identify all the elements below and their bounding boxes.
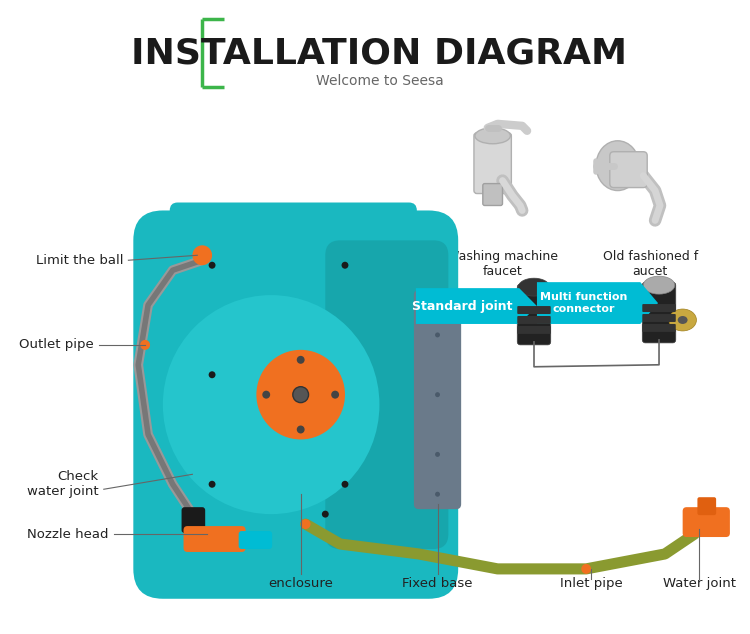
Text: Limit the ball: Limit the ball [36, 254, 124, 267]
Text: INSTALLATION DIAGRAM: INSTALLATION DIAGRAM [131, 36, 628, 70]
FancyBboxPatch shape [642, 324, 676, 332]
Polygon shape [416, 288, 537, 324]
Text: Welcome to Seesa: Welcome to Seesa [316, 74, 443, 88]
FancyBboxPatch shape [182, 507, 206, 533]
FancyBboxPatch shape [518, 306, 550, 314]
Ellipse shape [140, 340, 150, 350]
Text: Water joint: Water joint [663, 577, 736, 590]
Text: Outlet pipe: Outlet pipe [20, 339, 94, 351]
Ellipse shape [292, 387, 308, 403]
Text: Check
water joint: Check water joint [27, 470, 99, 498]
FancyBboxPatch shape [184, 526, 245, 552]
FancyBboxPatch shape [610, 152, 647, 188]
Ellipse shape [301, 519, 310, 529]
Ellipse shape [163, 295, 380, 514]
Text: Multi function
connector: Multi function connector [540, 292, 628, 314]
Ellipse shape [193, 245, 212, 265]
Text: Old fashioned f
aucet: Old fashioned f aucet [602, 250, 698, 278]
Text: Nozzle head: Nozzle head [27, 527, 109, 541]
Ellipse shape [596, 141, 639, 191]
FancyBboxPatch shape [642, 314, 676, 322]
FancyBboxPatch shape [642, 282, 676, 343]
FancyBboxPatch shape [518, 284, 550, 345]
Ellipse shape [475, 128, 510, 144]
Ellipse shape [581, 564, 591, 574]
Ellipse shape [332, 391, 339, 399]
Ellipse shape [209, 481, 215, 488]
Text: Fixed base: Fixed base [402, 577, 472, 590]
Ellipse shape [644, 276, 675, 294]
FancyBboxPatch shape [474, 133, 512, 193]
Ellipse shape [209, 372, 215, 378]
Ellipse shape [341, 262, 349, 269]
Ellipse shape [435, 492, 440, 496]
Ellipse shape [518, 278, 550, 296]
Ellipse shape [435, 392, 440, 397]
Text: Standard joint: Standard joint [413, 299, 513, 313]
Ellipse shape [256, 350, 345, 439]
Text: Inlet pipe: Inlet pipe [560, 577, 622, 590]
FancyBboxPatch shape [170, 202, 417, 273]
Ellipse shape [435, 332, 440, 337]
Ellipse shape [198, 535, 206, 543]
Ellipse shape [341, 481, 349, 488]
Ellipse shape [209, 262, 215, 269]
Ellipse shape [297, 356, 304, 364]
FancyBboxPatch shape [518, 326, 550, 334]
Ellipse shape [322, 510, 328, 517]
FancyBboxPatch shape [682, 507, 730, 537]
Ellipse shape [678, 316, 688, 324]
Text: Washing machine
faucet: Washing machine faucet [447, 250, 558, 278]
Ellipse shape [262, 391, 270, 399]
Ellipse shape [669, 309, 697, 331]
Text: enclosure: enclosure [268, 577, 333, 590]
Ellipse shape [297, 425, 304, 434]
FancyBboxPatch shape [326, 240, 448, 549]
FancyBboxPatch shape [698, 497, 716, 515]
FancyBboxPatch shape [238, 531, 272, 549]
FancyBboxPatch shape [642, 304, 676, 312]
FancyBboxPatch shape [414, 290, 461, 509]
FancyBboxPatch shape [483, 184, 502, 205]
Polygon shape [537, 282, 658, 324]
Ellipse shape [435, 452, 440, 457]
FancyBboxPatch shape [134, 210, 458, 598]
FancyBboxPatch shape [518, 316, 550, 324]
